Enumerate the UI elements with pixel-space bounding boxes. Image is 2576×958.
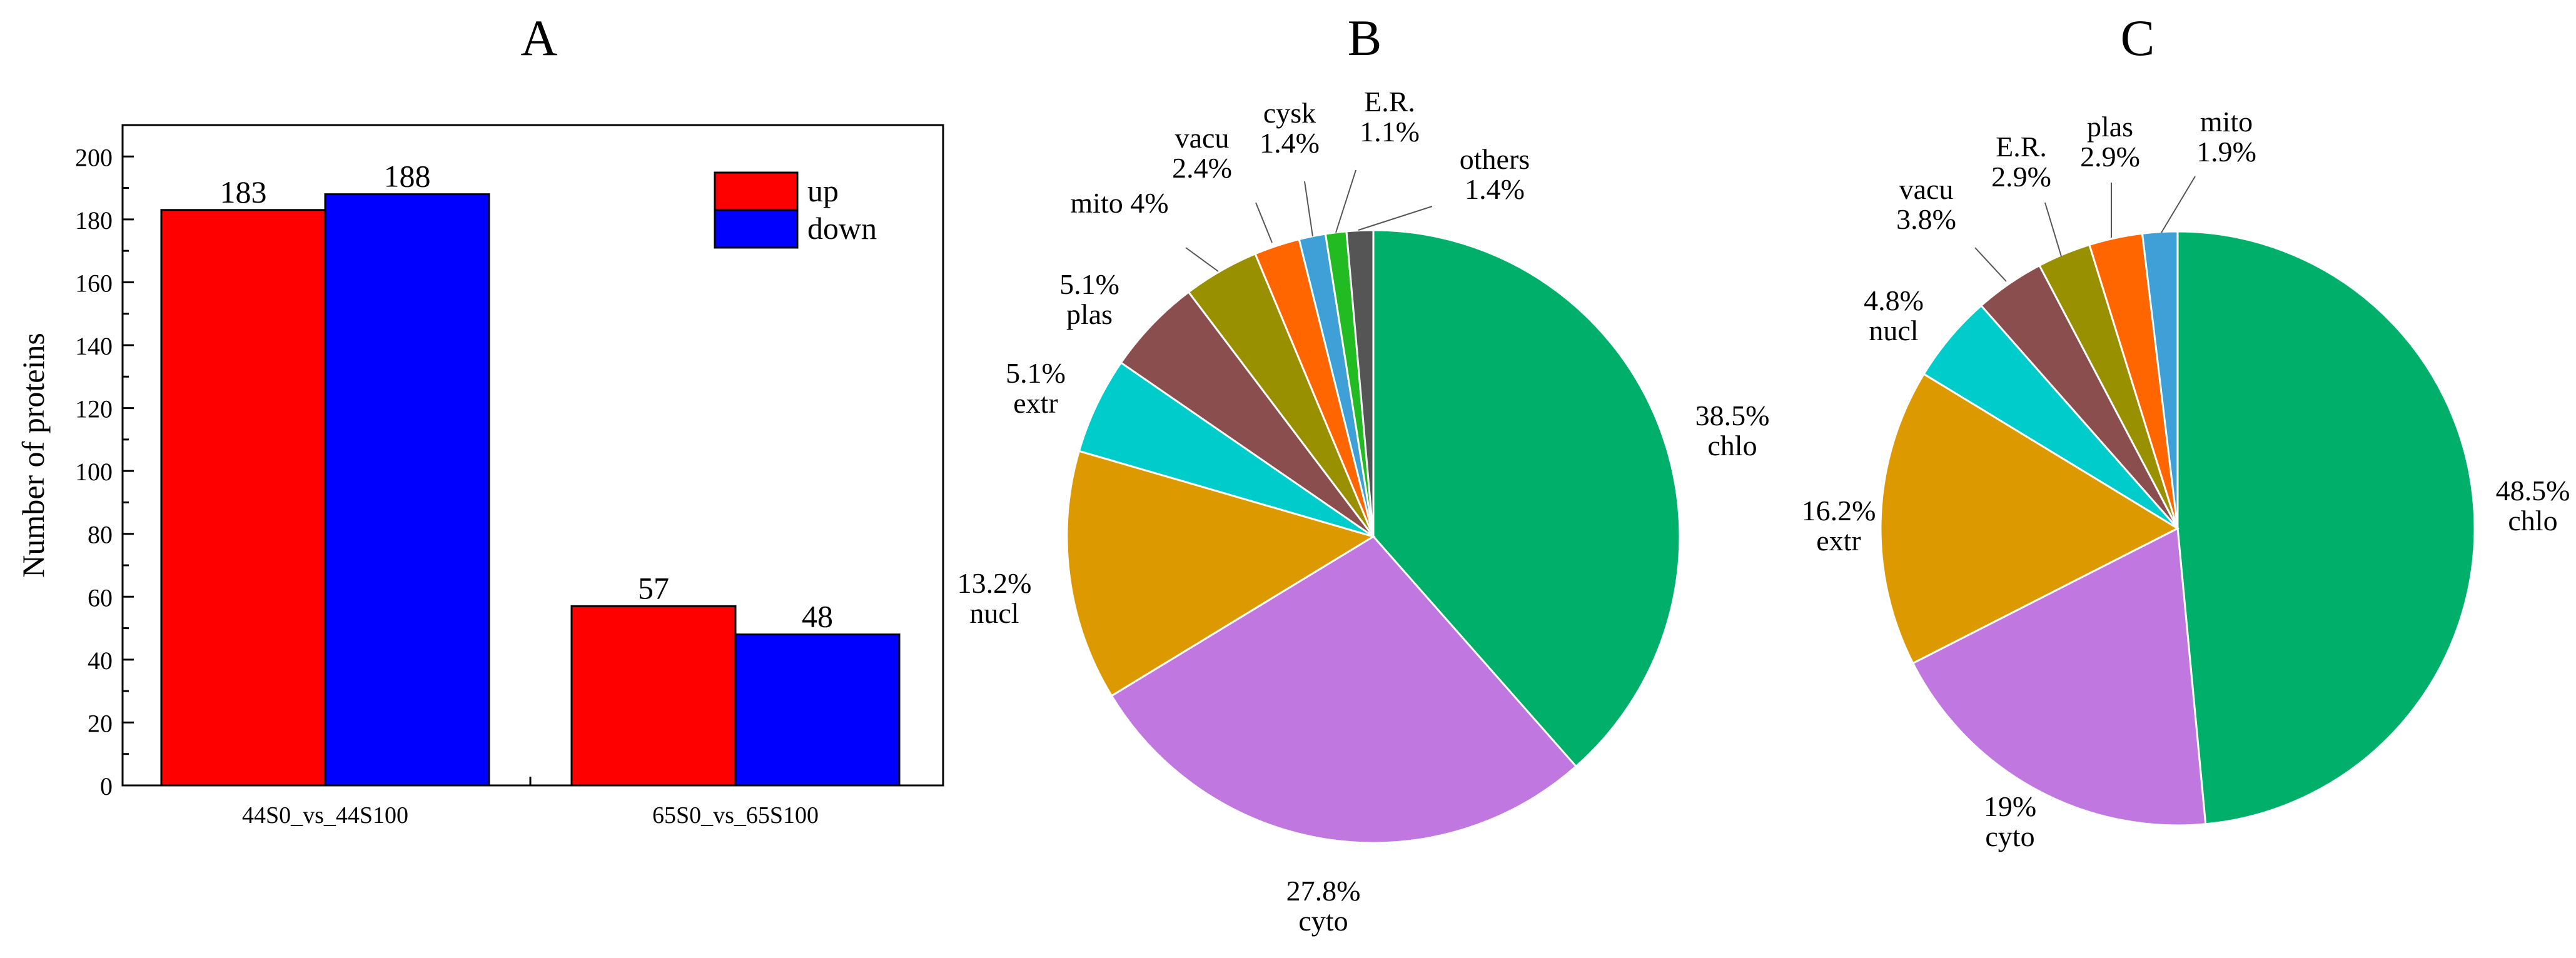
y-tick-label: 120	[75, 395, 113, 423]
slice-label-extr-line1: 16.2%	[1802, 495, 1876, 527]
y-tick-label: 160	[75, 269, 113, 297]
slice-label-nucl-line1: 4.8%	[1864, 285, 1924, 316]
legend-label-up: up	[807, 173, 839, 208]
slice-label-mito-line1: mito	[2200, 106, 2253, 138]
slice-label-cyto-line1: 19%	[1984, 790, 2036, 822]
slice-others	[1345, 229, 1375, 537]
leader-line-vacu	[1255, 202, 1273, 243]
leader-line-others	[1358, 206, 1433, 231]
panel-title-c: C	[2121, 9, 2155, 66]
bar-up-1	[160, 209, 326, 787]
slice-label-chlo-line2: chlo	[2508, 505, 2557, 537]
leader-line-cysk	[1304, 181, 1313, 237]
slice-label-vacu-line1: vacu	[1899, 173, 1954, 205]
slice-label-cyto-line2: cyto	[1985, 820, 2034, 852]
leader-line-mito	[1185, 247, 1219, 272]
x-tick-label: 65S0_vs_65S100	[652, 802, 819, 829]
leader-line-er	[1335, 169, 1356, 233]
slice-label-er-line2: 2.9%	[1991, 161, 2051, 193]
bar-value-label: 183	[220, 174, 267, 209]
panel-a: A 0 20 40 60 80 100 120 140 160 180 200 Number of pr…	[16, 9, 944, 829]
slice-label-extr-line1: 5.1%	[1006, 357, 1066, 389]
legend-swatch-down	[714, 209, 799, 249]
slice-label-cyto-line1: 27.8%	[1286, 875, 1361, 907]
legend-label-down: down	[807, 211, 877, 246]
slice-label-plas-line1: 5.1%	[1059, 268, 1119, 300]
bar-up-2	[570, 605, 737, 787]
slice-mito	[2141, 230, 2179, 529]
slice-label-cyto-line2: cyto	[1298, 905, 1348, 937]
y-tick-label: 0	[100, 772, 113, 800]
slice-label-chlo-line1: 38.5%	[1695, 400, 1770, 431]
slice-label-mito-line2: 1.9%	[2196, 136, 2256, 168]
y-tick-label: 200	[75, 143, 113, 171]
slice-extr	[1078, 361, 1374, 538]
bar-down-1	[324, 193, 490, 787]
slice-label-others-line1: others	[1460, 143, 1530, 175]
slice-plas	[1119, 290, 1375, 538]
slice-label-nucl-line1: 13.2%	[957, 567, 1032, 599]
bar-down-2	[734, 633, 901, 787]
bar-value-label: 48	[802, 599, 833, 634]
slice-label-er-line1: E.R.	[1996, 131, 2047, 163]
slice-label-vacu-line1: vacu	[1175, 122, 1230, 154]
panel-b: B38.5%chlo27.8%cyto13.2%nucl5.1%extr5.1%…	[957, 9, 1770, 937]
slice-label-nucl-line2: nucl	[1869, 315, 1918, 346]
leader-line-vacu	[1974, 247, 2007, 282]
leader-line-er	[2044, 202, 2062, 257]
slice-label-extr-line2: extr	[1816, 525, 1861, 557]
slice-nucl	[1066, 450, 1376, 697]
slice-label-er-line2: 1.1%	[1360, 116, 1420, 148]
plot-frame	[121, 124, 944, 787]
slice-label-mito: mito 4%	[1070, 187, 1168, 219]
slice-extr	[1879, 373, 2180, 665]
y-tick-label: 140	[75, 332, 113, 360]
y-tick-label: 100	[75, 458, 113, 486]
x-tick-label: 44S0_vs_44S100	[242, 802, 408, 829]
panel-title-a: A	[520, 9, 557, 66]
panel-c: C 48.5%chlo 19%cyto 16.2%extr 4.8%nucl vacu3.…	[1802, 9, 2570, 852]
panel-title-b: B	[1348, 9, 1382, 66]
slice-label-cysk-line2: 1.4%	[1260, 127, 1320, 159]
slice-label-chlo-line1: 48.5%	[2496, 475, 2570, 507]
slice-cyto	[1110, 535, 1578, 844]
slice-label-plas-line1: plas	[2087, 111, 2133, 143]
slice-cyto	[1911, 527, 2207, 827]
bar-value-label: 57	[638, 570, 669, 605]
bar-value-label: 188	[384, 159, 431, 194]
slice-label-others-line2: 1.4%	[1465, 173, 1525, 205]
slice-label-nucl-line2: nucl	[969, 597, 1019, 629]
y-tick-label: 60	[88, 583, 113, 612]
slice-label-plas-line2: 2.9%	[2080, 141, 2140, 173]
y-axis-label: Number of proteins	[16, 333, 51, 578]
slice-label-vacu-line2: 3.8%	[1896, 203, 1956, 235]
slice-label-cysk-line1: cysk	[1263, 97, 1316, 129]
slice-label-plas-line2: plas	[1066, 298, 1113, 330]
legend-swatch-up	[714, 171, 799, 211]
slice-label-chlo-line2: chlo	[1707, 430, 1757, 461]
slice-label-er-line1: E.R.	[1364, 86, 1415, 118]
slice-chlo	[1372, 229, 1681, 768]
slice-chlo	[2176, 230, 2476, 825]
y-tick-label: 180	[75, 206, 113, 234]
slice-label-vacu-line2: 2.4%	[1172, 152, 1232, 184]
y-tick-label: 40	[88, 647, 113, 675]
leader-line-mito	[2161, 176, 2196, 233]
y-tick-label: 20	[88, 709, 113, 737]
slice-label-extr-line2: extr	[1013, 387, 1058, 419]
y-tick-label: 80	[88, 521, 113, 549]
